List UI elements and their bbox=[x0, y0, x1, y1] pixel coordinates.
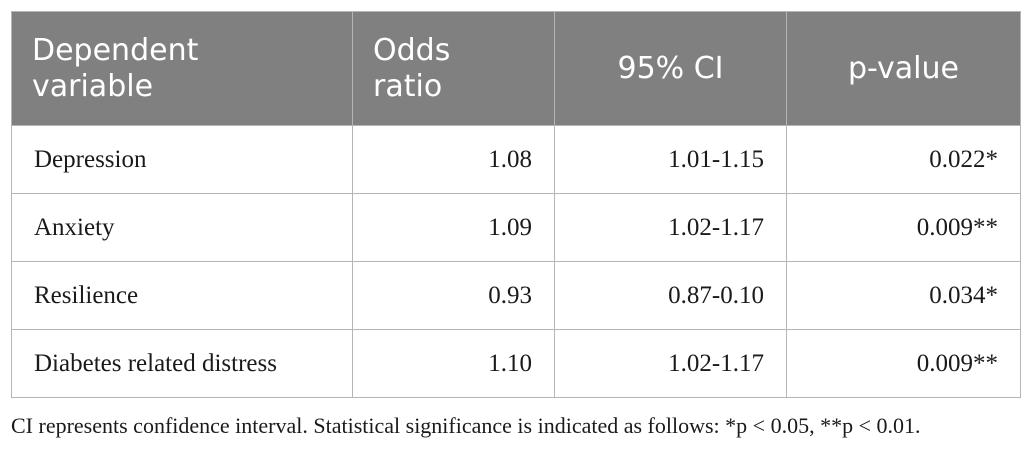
cell-variable: Resilience bbox=[11, 261, 353, 330]
header-dependent-variable-line2: variable bbox=[32, 68, 154, 104]
table-header: Dependent variable Odds ratio 95% CI p-v… bbox=[11, 11, 1021, 126]
header-dependent-variable: Dependent variable bbox=[11, 11, 353, 126]
header-odds-ratio-line1: Odds bbox=[373, 32, 451, 68]
cell-p-value: 0.009** bbox=[786, 329, 1021, 398]
cell-variable: Depression bbox=[11, 125, 353, 194]
cell-odds-ratio: 1.10 bbox=[352, 329, 555, 398]
header-odds-ratio: Odds ratio bbox=[352, 11, 555, 126]
cell-variable: Anxiety bbox=[11, 193, 353, 262]
cell-variable: Diabetes related distress bbox=[11, 329, 353, 398]
cell-ci: 0.87-0.10 bbox=[554, 261, 787, 330]
cell-odds-ratio: 1.08 bbox=[352, 125, 555, 194]
header-p-value: p-value bbox=[786, 11, 1021, 126]
table-footnote: CI represents confidence interval. Stati… bbox=[11, 413, 921, 438]
cell-ci: 1.02-1.17 bbox=[554, 329, 787, 398]
table-row: Diabetes related distress 1.10 1.02-1.17… bbox=[11, 329, 1021, 398]
header-odds-ratio-line2: ratio bbox=[373, 68, 443, 104]
table-row: Depression 1.08 1.01-1.15 0.022* bbox=[11, 125, 1021, 194]
header-95-ci-label: 95% CI bbox=[617, 50, 724, 86]
header-dependent-variable-line1: Dependent bbox=[32, 32, 199, 68]
results-table-container: Dependent variable Odds ratio 95% CI p-v… bbox=[11, 11, 1021, 398]
cell-p-value: 0.009** bbox=[786, 193, 1021, 262]
table-row: Anxiety 1.09 1.02-1.17 0.009** bbox=[11, 193, 1021, 262]
header-95-ci: 95% CI bbox=[554, 11, 787, 126]
cell-ci: 1.02-1.17 bbox=[554, 193, 787, 262]
cell-p-value: 0.022* bbox=[786, 125, 1021, 194]
results-table: Dependent variable Odds ratio 95% CI p-v… bbox=[11, 11, 1021, 398]
table-body: Depression 1.08 1.01-1.15 0.022* Anxiety… bbox=[11, 125, 1021, 398]
cell-ci: 1.01-1.15 bbox=[554, 125, 787, 194]
cell-odds-ratio: 0.93 bbox=[352, 261, 555, 330]
cell-odds-ratio: 1.09 bbox=[352, 193, 555, 262]
cell-p-value: 0.034* bbox=[786, 261, 1021, 330]
header-p-value-label: p-value bbox=[847, 50, 959, 86]
header-row: Dependent variable Odds ratio 95% CI p-v… bbox=[11, 11, 1021, 126]
table-row: Resilience 0.93 0.87-0.10 0.034* bbox=[11, 261, 1021, 330]
